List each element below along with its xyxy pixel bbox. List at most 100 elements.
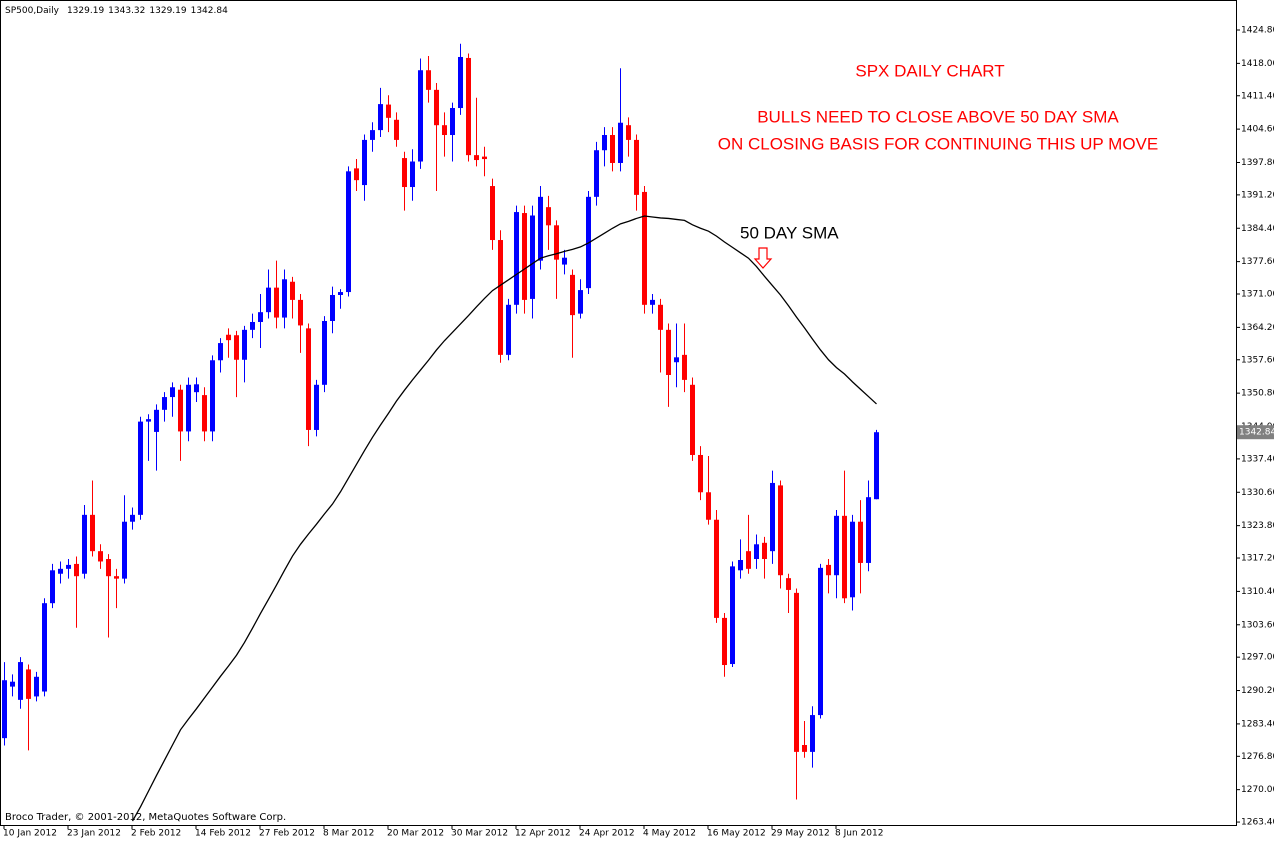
candle-body bbox=[402, 158, 407, 188]
x-tick-label: 10 Jan 2012 bbox=[3, 829, 57, 839]
down-arrow bbox=[753, 247, 773, 269]
candle-body bbox=[122, 521, 127, 579]
candle-body bbox=[354, 168, 359, 181]
candle-body bbox=[146, 419, 151, 422]
annotation: ON CLOSING BASIS FOR CONTINUING THIS UP … bbox=[718, 134, 1159, 153]
candle-body bbox=[314, 384, 319, 430]
x-tick-label: 29 May 2012 bbox=[771, 829, 830, 839]
y-tick-label: 1297.00 bbox=[1241, 653, 1274, 663]
y-tick-label: 1357.60 bbox=[1241, 355, 1274, 365]
candle-body bbox=[202, 395, 207, 432]
x-tick-label: 20 Mar 2012 bbox=[387, 829, 444, 839]
candle-body bbox=[506, 304, 511, 355]
price-tag bbox=[1237, 425, 1274, 440]
candle-body bbox=[730, 566, 735, 665]
candle-body bbox=[674, 357, 679, 363]
candle-body bbox=[90, 514, 95, 552]
symbol: SP500,Daily bbox=[5, 6, 60, 16]
last-open: 1329.19 bbox=[67, 6, 104, 16]
candle-body bbox=[650, 299, 655, 305]
candle-body bbox=[458, 56, 463, 109]
candle-body bbox=[658, 304, 663, 330]
candle-body bbox=[562, 257, 567, 265]
candle-body bbox=[282, 279, 287, 318]
candle-body bbox=[522, 213, 527, 300]
candle-body bbox=[346, 171, 351, 293]
candle-body bbox=[850, 521, 855, 598]
candle-body bbox=[194, 384, 199, 393]
candle-body bbox=[834, 515, 839, 576]
candle-body bbox=[322, 321, 327, 385]
candle-body bbox=[474, 155, 479, 161]
candle-body bbox=[218, 343, 223, 361]
y-tick-label: 1424.80 bbox=[1241, 25, 1274, 35]
candle-body bbox=[138, 421, 143, 515]
candle-body bbox=[698, 454, 703, 493]
x-tick-label: 27 Feb 2012 bbox=[259, 829, 315, 839]
candle-body bbox=[410, 161, 415, 188]
sma-label: 50 DAY SMA bbox=[740, 223, 839, 242]
y-tick-label: 1263.40 bbox=[1241, 818, 1274, 828]
y-tick-label: 1276.80 bbox=[1241, 752, 1274, 762]
candle-body bbox=[386, 104, 391, 118]
candle-body bbox=[786, 578, 791, 590]
candle-body bbox=[874, 432, 879, 500]
candle-body bbox=[250, 321, 255, 330]
y-tick-label: 1283.40 bbox=[1241, 719, 1274, 729]
candle-body bbox=[74, 563, 79, 577]
candle-body bbox=[258, 312, 263, 322]
candle-body bbox=[66, 564, 71, 569]
candle-body bbox=[514, 212, 519, 305]
candle-body bbox=[370, 130, 375, 140]
x-tick-label: 16 May 2012 bbox=[707, 829, 766, 839]
candle-body bbox=[594, 150, 599, 197]
y-tick-label: 1371.00 bbox=[1241, 290, 1274, 300]
y-tick-label: 1364.20 bbox=[1241, 323, 1274, 333]
candle-body bbox=[50, 570, 55, 604]
candle-body bbox=[114, 576, 119, 579]
chart-header: SP500,Daily 1329.19 1343.32 1329.19 1342.84 bbox=[5, 6, 228, 16]
candle-body bbox=[802, 745, 807, 752]
candle-body bbox=[362, 139, 367, 186]
candle-body bbox=[338, 292, 343, 295]
candle-body bbox=[226, 334, 231, 341]
candle-body bbox=[818, 567, 823, 716]
y-tick-label: 1397.80 bbox=[1241, 158, 1274, 168]
candle-body bbox=[530, 215, 535, 299]
candle-body bbox=[426, 70, 431, 90]
candle-body bbox=[266, 287, 271, 313]
candle-body bbox=[490, 186, 495, 241]
candle-body bbox=[450, 108, 455, 136]
candle-body bbox=[794, 592, 799, 752]
annotation: BULLS NEED TO CLOSE ABOVE 50 DAY SMA bbox=[757, 107, 1119, 126]
x-tick-label: 2 Feb 2012 bbox=[131, 829, 181, 839]
y-tick-label: 1404.60 bbox=[1241, 125, 1274, 135]
candle-body bbox=[642, 191, 647, 305]
candle-body bbox=[618, 122, 623, 163]
candle-body bbox=[274, 287, 279, 318]
candle-body bbox=[610, 135, 615, 163]
x-tick-label: 12 Apr 2012 bbox=[515, 829, 571, 839]
candle-body bbox=[858, 521, 863, 563]
candle-body bbox=[866, 497, 871, 563]
candle-body bbox=[706, 492, 711, 520]
candle-body bbox=[554, 225, 559, 260]
y-tick-label: 1303.60 bbox=[1241, 620, 1274, 630]
candle-body bbox=[762, 542, 767, 560]
x-tick-label: 8 Mar 2012 bbox=[323, 829, 374, 839]
candle-body bbox=[58, 568, 63, 574]
candle-body bbox=[546, 207, 551, 226]
candle-body bbox=[754, 544, 759, 560]
candle-body bbox=[170, 387, 175, 398]
candle-body bbox=[2, 680, 7, 739]
candle-body bbox=[634, 139, 639, 195]
candle-body bbox=[210, 360, 215, 432]
x-tick-label: 30 Mar 2012 bbox=[451, 829, 508, 839]
x-tick-label: 8 Jun 2012 bbox=[835, 829, 883, 839]
y-tick-label: 1323.80 bbox=[1241, 521, 1274, 531]
candle-body bbox=[18, 662, 23, 700]
y-tick-label: 1290.20 bbox=[1241, 686, 1274, 696]
candle-body bbox=[770, 482, 775, 552]
x-tick-label: 23 Jan 2012 bbox=[67, 829, 121, 839]
